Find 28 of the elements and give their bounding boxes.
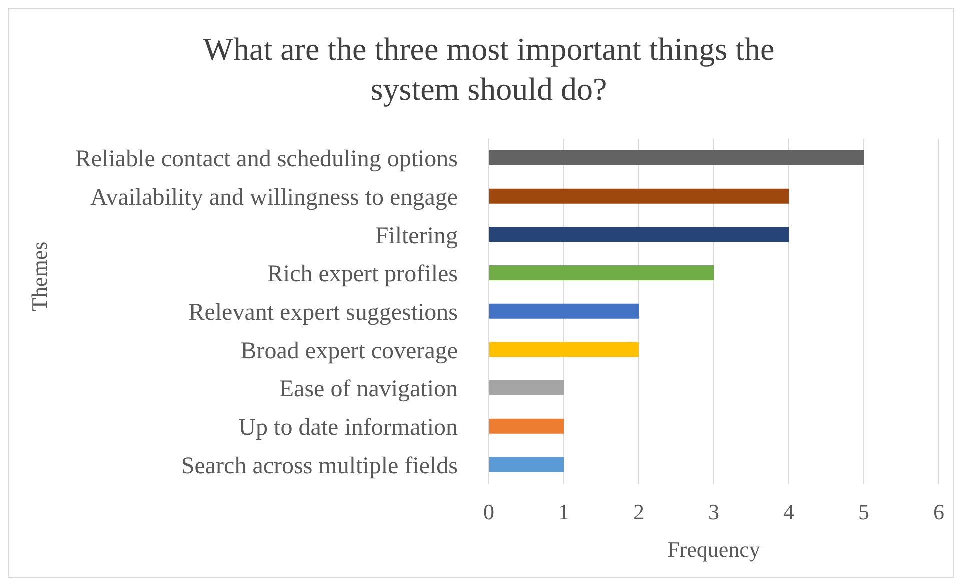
bar	[489, 342, 639, 358]
x-tick-label: 4	[784, 500, 794, 525]
x-tick-label: 1	[558, 500, 570, 525]
y-tick-label: Relevant expert suggestions	[188, 300, 458, 326]
bar	[489, 227, 789, 242]
y-tick-label: Ease of navigation	[279, 376, 458, 403]
bar	[489, 150, 864, 166]
bar	[489, 457, 564, 472]
x-tick-label: 0	[484, 500, 494, 525]
bar	[489, 380, 564, 396]
y-tick-label: Broad expert coverage	[240, 338, 458, 364]
y-tick-label: Search across multiple fields	[181, 453, 458, 480]
y-tick-label: Reliable contact and scheduling options	[75, 146, 458, 173]
x-axis-title: Frequency	[668, 537, 760, 562]
y-tick-label: Filtering	[375, 223, 458, 250]
bar	[489, 188, 789, 204]
x-tick-label: 3	[708, 500, 720, 525]
y-tick-label: Up to date information	[238, 415, 458, 442]
bar	[489, 266, 714, 280]
bar	[489, 418, 564, 434]
y-tick-label: Rich expert profiles	[267, 262, 458, 288]
bar	[489, 304, 639, 319]
x-tick-label: 6	[934, 500, 944, 525]
x-tick-label: 5	[858, 500, 870, 525]
chart-title: What are the three most important things the system should do?	[202, 30, 776, 109]
y-axis-title: Themes	[26, 242, 52, 312]
y-tick-label: Availability and willingness to engage	[90, 185, 458, 212]
x-tick-label: 2	[634, 500, 644, 525]
